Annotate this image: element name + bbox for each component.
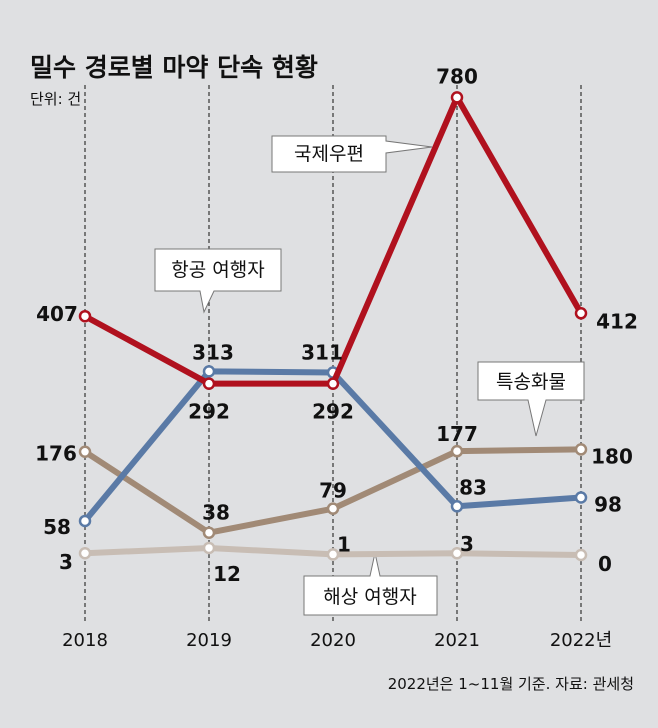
data-label-해상 여행자-4: 0 <box>598 552 612 576</box>
data-label-특송화물-3: 177 <box>436 422 478 446</box>
data-point-국제우편-1 <box>202 377 216 390</box>
data-label-특송화물-0: 176 <box>35 442 77 466</box>
data-label-항공 여행자-4: 98 <box>594 493 622 517</box>
callout-항공여행자: 항공 여행자 <box>154 248 282 314</box>
data-label-국제우편-3: 780 <box>436 64 478 88</box>
data-point-국제우편-2 <box>326 377 340 390</box>
data-point-특송화물-0 <box>78 445 92 458</box>
data-label-항공 여행자-3: 83 <box>459 475 487 499</box>
data-label-특송화물-4: 180 <box>591 444 633 468</box>
data-point-국제우편-4 <box>574 307 588 320</box>
x-tick-label: 2022년 <box>550 630 612 651</box>
x-tick-label: 2018 <box>62 630 108 651</box>
data-label-특송화물-1: 38 <box>202 501 230 525</box>
data-point-항공 여행자-0 <box>78 514 92 528</box>
data-label-국제우편-0: 407 <box>36 302 78 326</box>
data-point-국제우편-0 <box>78 309 92 323</box>
callout-해상여행자: 해상 여행자 <box>303 552 438 616</box>
data-label-특송화물-2: 79 <box>319 479 347 503</box>
x-tick-label: 2020 <box>310 630 356 651</box>
x-tick-label: 2021 <box>434 630 480 651</box>
data-label-국제우편-2: 292 <box>312 400 354 424</box>
data-point-해상 여행자-1 <box>202 541 216 555</box>
series-label-국제우편: 국제우편 <box>294 143 364 165</box>
callout-국제우편: 국제우편 <box>271 135 433 173</box>
data-point-항공 여행자-3 <box>450 500 464 513</box>
data-label-해상 여행자-3: 3 <box>460 532 474 556</box>
data-point-해상 여행자-3 <box>450 546 464 560</box>
footnote: 2022년은 1~11월 기준. 자료: 관세청 <box>388 675 634 693</box>
data-point-항공 여행자-1 <box>202 365 216 378</box>
data-point-해상 여행자-0 <box>78 546 92 560</box>
data-label-해상 여행자-0: 3 <box>59 550 73 574</box>
data-label-항공 여행자-2: 311 <box>301 341 343 365</box>
data-point-특송화물-4 <box>574 443 588 456</box>
data-point-국제우편-3 <box>450 91 464 104</box>
data-label-국제우편-4: 412 <box>596 309 638 333</box>
data-label-해상 여행자-1: 12 <box>213 562 241 586</box>
series-label-항공여행자: 항공 여행자 <box>171 259 264 281</box>
data-point-특송화물-2 <box>326 502 340 515</box>
unit-label: 단위: 건 <box>30 90 81 108</box>
series-label-특송화물: 특송화물 <box>496 371 566 393</box>
data-point-특송화물-1 <box>202 526 216 539</box>
data-label-항공 여행자-1: 313 <box>192 340 234 364</box>
data-label-국제우편-1: 292 <box>188 400 230 424</box>
data-label-항공 여행자-0: 58 <box>43 515 71 539</box>
callout-특송화물: 특송화물 <box>477 361 585 437</box>
data-label-해상 여행자-2: 1 <box>337 532 351 556</box>
data-point-해상 여행자-2 <box>326 548 340 561</box>
series-label-해상여행자: 해상 여행자 <box>323 586 416 608</box>
data-point-항공 여행자-4 <box>574 491 588 504</box>
data-point-해상 여행자-4 <box>574 548 588 562</box>
data-point-특송화물-3 <box>450 444 464 458</box>
chart-title: 밀수 경로별 마약 단속 현황 <box>30 53 318 82</box>
x-tick-label: 2019 <box>186 630 232 651</box>
